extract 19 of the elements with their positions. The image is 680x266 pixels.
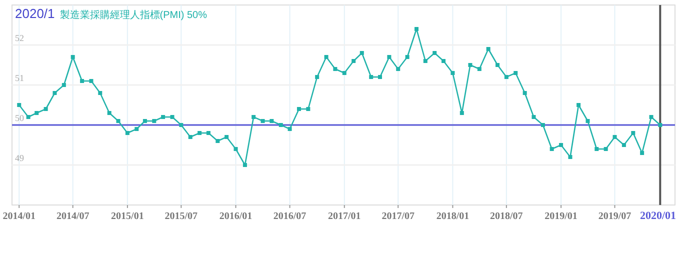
y-tick-label: 49 — [15, 153, 24, 163]
y-tick-label: 50 — [15, 113, 24, 123]
x-tick-label: 2014/07 — [56, 211, 90, 222]
x-tick-label: 2017/01 — [328, 211, 361, 222]
x-tick-label: 2018/01 — [436, 211, 470, 222]
ref-line-label: 2020/01 — [640, 210, 676, 222]
x-tick-label: 2019/01 — [544, 211, 578, 222]
x-tick-label: 2017/07 — [382, 211, 414, 222]
y-tick-label: 52 — [15, 33, 24, 43]
text: 製造業採購經理人指標(PMI) 50% — [60, 9, 208, 21]
chart-title: 2020/1 — [15, 6, 55, 21]
x-tick-label: 2014/01 — [2, 211, 36, 222]
x-tick-label: 2019/07 — [598, 211, 632, 222]
x-tick-label: 2018/07 — [490, 211, 523, 222]
x-tick-label: 2015/07 — [164, 211, 198, 222]
x-tick-label: 2016/01 — [219, 211, 252, 222]
x-tick-label: 2016/07 — [273, 211, 306, 222]
y-tick-label: 51 — [15, 73, 24, 83]
x-tick-label: 2015/01 — [111, 211, 144, 222]
